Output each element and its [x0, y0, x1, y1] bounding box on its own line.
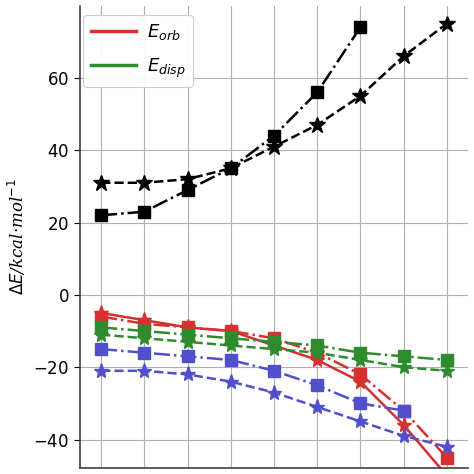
Y-axis label: $\Delta$$E$/kcal$\cdot$mol$^{-1}$: $\Delta$$E$/kcal$\cdot$mol$^{-1}$: [6, 179, 27, 295]
Legend: $E_{orb}$, $E_{disp}$: $E_{orb}$, $E_{disp}$: [83, 15, 193, 87]
